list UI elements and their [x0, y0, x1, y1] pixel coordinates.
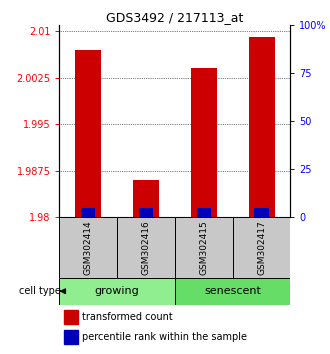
- Text: senescent: senescent: [204, 286, 261, 296]
- Bar: [64, 330, 78, 343]
- Bar: [133, 180, 159, 217]
- Title: GDS3492 / 217113_at: GDS3492 / 217113_at: [106, 11, 244, 24]
- Text: cell type: cell type: [19, 286, 60, 296]
- Bar: [175, 217, 233, 278]
- Bar: [191, 68, 217, 217]
- Bar: [59, 217, 117, 278]
- Bar: [175, 278, 290, 305]
- Text: GSM302417: GSM302417: [257, 220, 266, 275]
- Bar: [117, 217, 175, 278]
- Text: percentile rank within the sample: percentile rank within the sample: [82, 332, 248, 342]
- Bar: [59, 278, 175, 305]
- Bar: [254, 208, 269, 217]
- Text: GSM302414: GSM302414: [84, 220, 93, 275]
- Bar: [233, 217, 290, 278]
- Bar: [248, 37, 275, 217]
- Bar: [139, 208, 153, 217]
- Bar: [197, 208, 211, 217]
- Bar: [81, 208, 95, 217]
- Text: transformed count: transformed count: [82, 312, 173, 322]
- Text: GSM302415: GSM302415: [199, 220, 208, 275]
- Bar: [64, 310, 78, 324]
- Text: GSM302416: GSM302416: [142, 220, 150, 275]
- Text: growing: growing: [95, 286, 140, 296]
- Bar: [75, 50, 101, 217]
